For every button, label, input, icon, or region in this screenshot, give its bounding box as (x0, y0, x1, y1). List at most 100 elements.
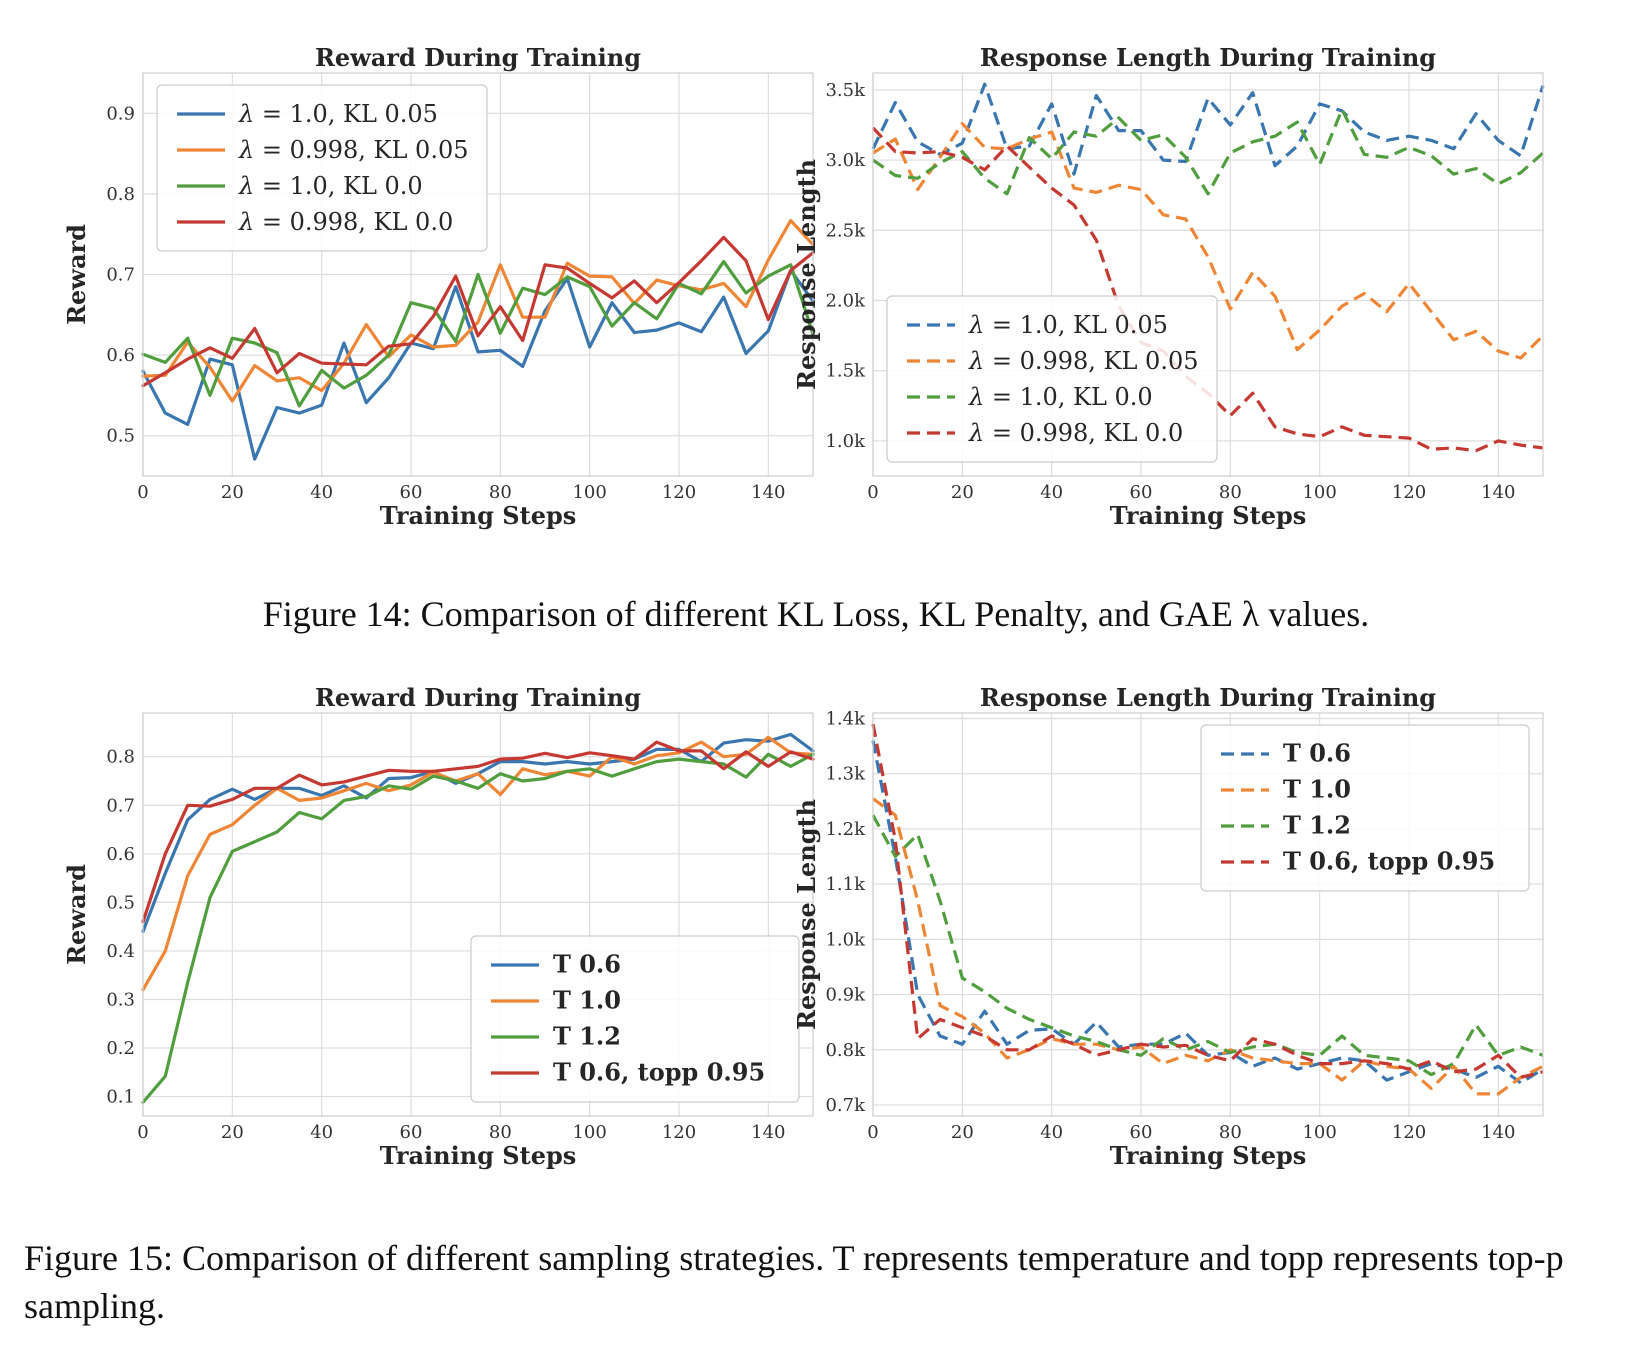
legend-box (886, 295, 1218, 463)
x-tick-label: 20 (951, 1122, 974, 1143)
x-tick-label: 40 (1040, 1122, 1063, 1143)
plot-frame (872, 712, 1544, 1117)
legend-box (470, 935, 800, 1103)
x-axis-label: Training Steps (1110, 501, 1307, 530)
figure15-length-chart: 0 20 40 60 80 100 120 140 0.7k 0.8k 0.9k 1.0k 1.1k 1.… (785, 680, 1555, 1200)
x-tick-label: 60 (1130, 482, 1153, 503)
series-line-2 (141, 218, 815, 403)
chart-title: Reward During Training (315, 43, 641, 72)
legend-label: λ = 0.998, KL 0.05 (238, 136, 468, 164)
chart-svg: 0 20 40 60 80 100 120 140 0.5 0.6 0.7 0.8 0.9 Reward … (62, 43, 815, 530)
x-tick-label: 100 (1302, 1122, 1336, 1143)
series-line-1 (871, 82, 1545, 176)
x-tick-label: 80 (489, 482, 512, 503)
x-tick-label: 20 (221, 1122, 244, 1143)
series-line-2 (872, 121, 1545, 360)
x-tick-label: 80 (1219, 482, 1242, 503)
series-line-2 (872, 797, 1544, 1096)
y-tick-label: 1.5k (825, 361, 866, 382)
legend-label: λ = 1.0, KL 0.0 (968, 383, 1153, 411)
legend-label: T 0.6 (553, 950, 621, 979)
x-tick-label: 120 (1392, 482, 1426, 503)
x-tick-label: 60 (400, 1122, 423, 1143)
series-line-1 (141, 268, 815, 461)
x-tick-label: 140 (1481, 482, 1515, 503)
y-tick-label: 0.3 (106, 989, 135, 1010)
y-tick-label: 0.8 (106, 747, 135, 768)
y-tick-label: 0.7 (106, 265, 135, 286)
x-tick-label: 140 (751, 482, 785, 503)
chart-svg: 0 20 40 60 80 100 120 140 1.0k 1.5k 2.0k 2.5k 3.0k 3.… (792, 43, 1545, 530)
legend-label: T 0.6, topp 0.95 (1283, 847, 1495, 876)
y-tick-label: 0.5 (106, 892, 135, 913)
x-tick-label: 100 (572, 482, 606, 503)
y-tick-label: 1.0k (825, 431, 866, 452)
y-axis-label: Response Length (792, 799, 821, 1030)
x-tick-label: 20 (221, 482, 244, 503)
y-axis-label: Reward (62, 224, 91, 325)
figure14-caption: Figure 14: Comparison of different KL Lo… (262, 594, 1370, 634)
legend: λ = 1.0, KL 0.05 λ = 0.998, KL 0.05 λ = 1.… (156, 84, 488, 252)
series-line-4 (141, 235, 815, 388)
series-line-3 (872, 107, 1545, 196)
y-tick-label: 0.6 (106, 345, 135, 366)
chart-svg: 0 20 40 60 80 100 120 140 0.7k 0.8k 0.9k 1.0k 1.1k 1.… (792, 683, 1544, 1170)
series-line-4 (141, 740, 815, 924)
legend-label: λ = 1.0, KL 0.05 (968, 311, 1168, 339)
y-tick-label: 1.2k (825, 819, 866, 840)
figure14-reward-chart: 0 20 40 60 80 100 120 140 0.5 0.6 0.7 0.8 0.9 Reward … (55, 40, 825, 560)
series-line-3 (141, 752, 815, 1104)
x-tick-label: 0 (867, 482, 878, 503)
series-line-1 (871, 740, 1544, 1085)
y-tick-label: 0.7k (825, 1095, 866, 1116)
legend-label: λ = 0.998, KL 0.0 (968, 419, 1183, 447)
legend-label: T 1.2 (1283, 811, 1351, 840)
legend: T 0.6 T 1.0 T 1.2 T 0.6, topp 0.95 (1200, 724, 1530, 892)
x-tick-label: 60 (1130, 1122, 1153, 1143)
series-line-3 (141, 260, 815, 408)
legend-label: λ = 1.0, KL 0.0 (238, 172, 423, 200)
legend-label: T 1.0 (553, 986, 621, 1015)
x-tick-label: 120 (1392, 1122, 1426, 1143)
series-line-2 (141, 735, 815, 992)
y-tick-label: 3.5k (825, 80, 866, 101)
y-tick-label: 1.4k (825, 709, 866, 730)
x-tick-label: 80 (489, 1122, 512, 1143)
x-tick-label: 100 (572, 1122, 606, 1143)
chart-title: Response Length During Training (980, 43, 1436, 72)
x-tick-label: 140 (1481, 1122, 1515, 1143)
y-tick-label: 0.8 (106, 184, 135, 205)
y-axis-label: Response Length (792, 159, 821, 390)
legend-label: λ = 0.998, KL 0.05 (968, 347, 1198, 375)
figure15-reward-chart: 0 20 40 60 80 100 120 140 0.1 0.2 0.3 0.4 0.5 0.6 0.7 0… (55, 680, 825, 1200)
y-tick-label: 0.9 (106, 103, 135, 124)
chart-title: Reward During Training (315, 683, 641, 712)
x-tick-label: 60 (400, 482, 423, 503)
y-axis-label: Reward (62, 864, 91, 965)
legend-box (1200, 724, 1530, 892)
x-tick-label: 0 (137, 482, 148, 503)
x-tick-label: 80 (1219, 1122, 1242, 1143)
figure14-length-chart: 0 20 40 60 80 100 120 140 1.0k 1.5k 2.0k 2.5k 3.0k 3.… (785, 40, 1555, 560)
x-tick-label: 100 (1302, 482, 1336, 503)
x-tick-label: 120 (662, 1122, 696, 1143)
series-line-3 (871, 814, 1544, 1077)
legend-label: λ = 1.0, KL 0.05 (238, 100, 438, 128)
y-tick-label: 0.4 (106, 941, 135, 962)
x-axis-label: Training Steps (380, 1141, 577, 1170)
plot-frame (142, 72, 814, 477)
legend: T 0.6 T 1.0 T 1.2 T 0.6, topp 0.95 (470, 935, 800, 1103)
x-tick-label: 40 (310, 1122, 333, 1143)
legend-label: T 0.6 (1283, 739, 1351, 768)
y-tick-label: 0.2 (106, 1038, 135, 1059)
legend-label: λ = 0.998, KL 0.0 (238, 208, 453, 236)
y-tick-label: 0.8k (825, 1040, 866, 1061)
chart-title: Response Length During Training (980, 683, 1436, 712)
x-tick-label: 40 (1040, 482, 1063, 503)
x-axis-label: Training Steps (380, 501, 577, 530)
x-tick-label: 140 (751, 1122, 785, 1143)
legend-label: T 0.6, topp 0.95 (553, 1058, 765, 1087)
chart-svg: 0 20 40 60 80 100 120 140 0.1 0.2 0.3 0.4 0.5 0.6 0.7 0… (62, 683, 815, 1170)
legend-label: T 1.2 (553, 1022, 621, 1051)
y-tick-label: 1.3k (825, 764, 866, 785)
